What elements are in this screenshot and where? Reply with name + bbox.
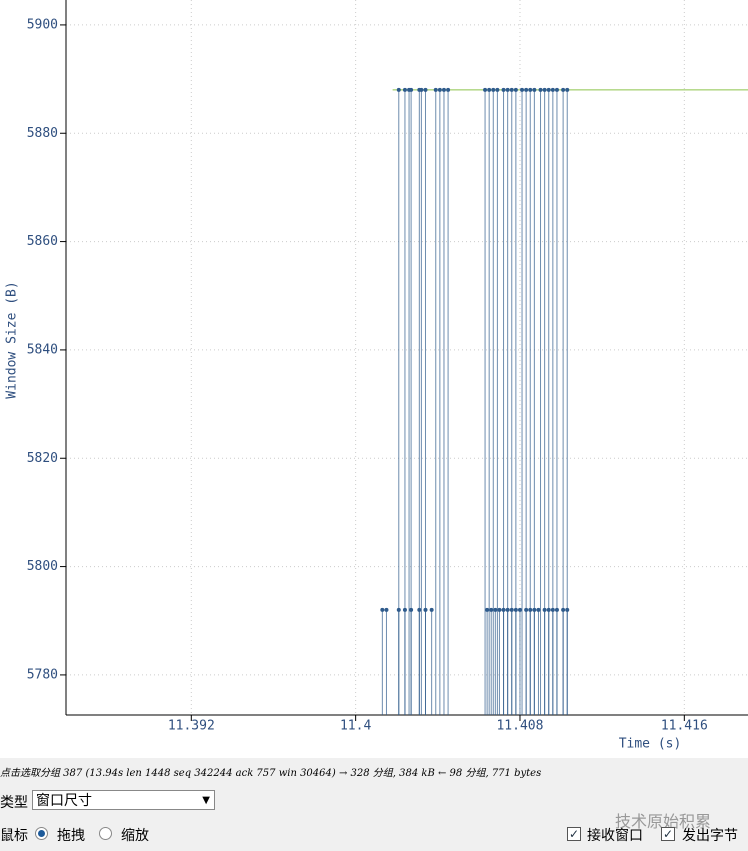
point xyxy=(517,607,522,612)
point xyxy=(384,607,389,612)
point xyxy=(483,87,488,92)
radio-dot xyxy=(38,830,45,837)
legend-entry[interactable]: 发出字节 xyxy=(682,828,738,844)
point xyxy=(501,87,506,92)
point xyxy=(505,607,510,612)
point xyxy=(433,87,438,92)
point xyxy=(513,87,518,92)
point xyxy=(520,87,525,92)
point xyxy=(380,607,385,612)
point xyxy=(524,607,529,612)
point xyxy=(542,607,547,612)
y-tick-label: 5840 xyxy=(27,342,58,357)
point xyxy=(501,607,506,612)
combo-arrow: ▼ xyxy=(202,795,210,806)
point xyxy=(546,607,551,612)
y-tick-label: 5800 xyxy=(27,559,58,574)
checkbox[interactable]: ✓ xyxy=(661,827,675,841)
point xyxy=(409,87,414,92)
point xyxy=(429,607,434,612)
control-panel: 点击选取分组 387 (13.94s len 1448 seq 342244 a… xyxy=(0,758,748,851)
zoom-label[interactable]: 缩放 xyxy=(121,828,149,844)
y-tick-label: 5860 xyxy=(27,234,58,249)
point xyxy=(542,87,547,92)
point xyxy=(423,87,428,92)
type-value: 窗口尺寸 xyxy=(36,793,92,809)
legend-entry[interactable]: 接收窗口 xyxy=(587,828,643,844)
watermark: 技术原始积累 xyxy=(615,812,712,831)
mouse-label: 鼠标 xyxy=(0,828,28,844)
point xyxy=(489,607,494,612)
point xyxy=(565,87,570,92)
point xyxy=(402,607,407,612)
point xyxy=(417,607,422,612)
y-tick-label: 5900 xyxy=(27,17,58,32)
point xyxy=(423,607,428,612)
status-text: 点击选取分组 387 (13.94s len 1448 seq 342244 a… xyxy=(0,768,542,779)
point xyxy=(487,87,492,92)
point xyxy=(561,607,566,612)
x-tick-label: 11.4 xyxy=(340,719,371,734)
point xyxy=(550,87,555,92)
point xyxy=(437,87,442,92)
point xyxy=(546,87,551,92)
point xyxy=(505,87,510,92)
y-axis-label: Window Size (B) xyxy=(5,281,20,398)
drag-radio[interactable] xyxy=(35,827,48,840)
point xyxy=(554,607,559,612)
zoom-radio[interactable] xyxy=(99,827,112,840)
point xyxy=(538,87,543,92)
point xyxy=(396,87,401,92)
point xyxy=(497,607,502,612)
x-tick-label: 11.392 xyxy=(168,719,215,734)
point xyxy=(554,87,559,92)
point xyxy=(528,87,533,92)
point xyxy=(402,87,407,92)
x-tick-label: 11.408 xyxy=(496,719,543,734)
point xyxy=(536,607,541,612)
x-tick-label: 11.416 xyxy=(661,719,708,734)
point xyxy=(565,607,570,612)
checkbox[interactable]: ✓ xyxy=(567,827,581,841)
point xyxy=(441,87,446,92)
point xyxy=(409,607,414,612)
drag-label[interactable]: 拖拽 xyxy=(57,828,85,844)
point xyxy=(485,607,490,612)
type-combo[interactable]: 窗口尺寸 ▼ xyxy=(32,790,215,810)
chart: Window Size (B) Time (s) 5780 5800 5820 584… xyxy=(5,0,748,752)
point xyxy=(524,87,529,92)
point xyxy=(446,87,451,92)
point xyxy=(495,87,500,92)
y-tick-label: 5880 xyxy=(27,126,58,141)
point xyxy=(561,87,566,92)
type-label: 类型 xyxy=(0,795,28,811)
x-axis-label: Time (s) xyxy=(619,737,682,752)
point xyxy=(419,87,424,92)
point xyxy=(509,87,514,92)
point xyxy=(513,607,518,612)
point xyxy=(532,607,537,612)
point xyxy=(491,87,496,92)
y-tick-label: 5820 xyxy=(27,451,58,466)
point xyxy=(509,607,514,612)
y-tick-label: 5780 xyxy=(27,667,58,682)
point xyxy=(528,607,533,612)
point xyxy=(493,607,498,612)
point xyxy=(396,607,401,612)
point xyxy=(550,607,555,612)
point xyxy=(532,87,537,92)
